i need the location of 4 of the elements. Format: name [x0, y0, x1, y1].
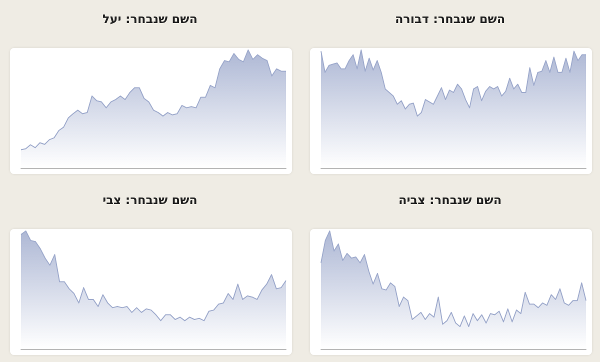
chart-title: השם שנבחר: צבי	[102, 193, 198, 207]
chart-title: השם שנבחר: דבורה	[394, 12, 506, 26]
chart-title: השם שנבחר: יעל	[102, 12, 198, 26]
chart-title: השם שנבחר: צביה	[398, 193, 502, 207]
